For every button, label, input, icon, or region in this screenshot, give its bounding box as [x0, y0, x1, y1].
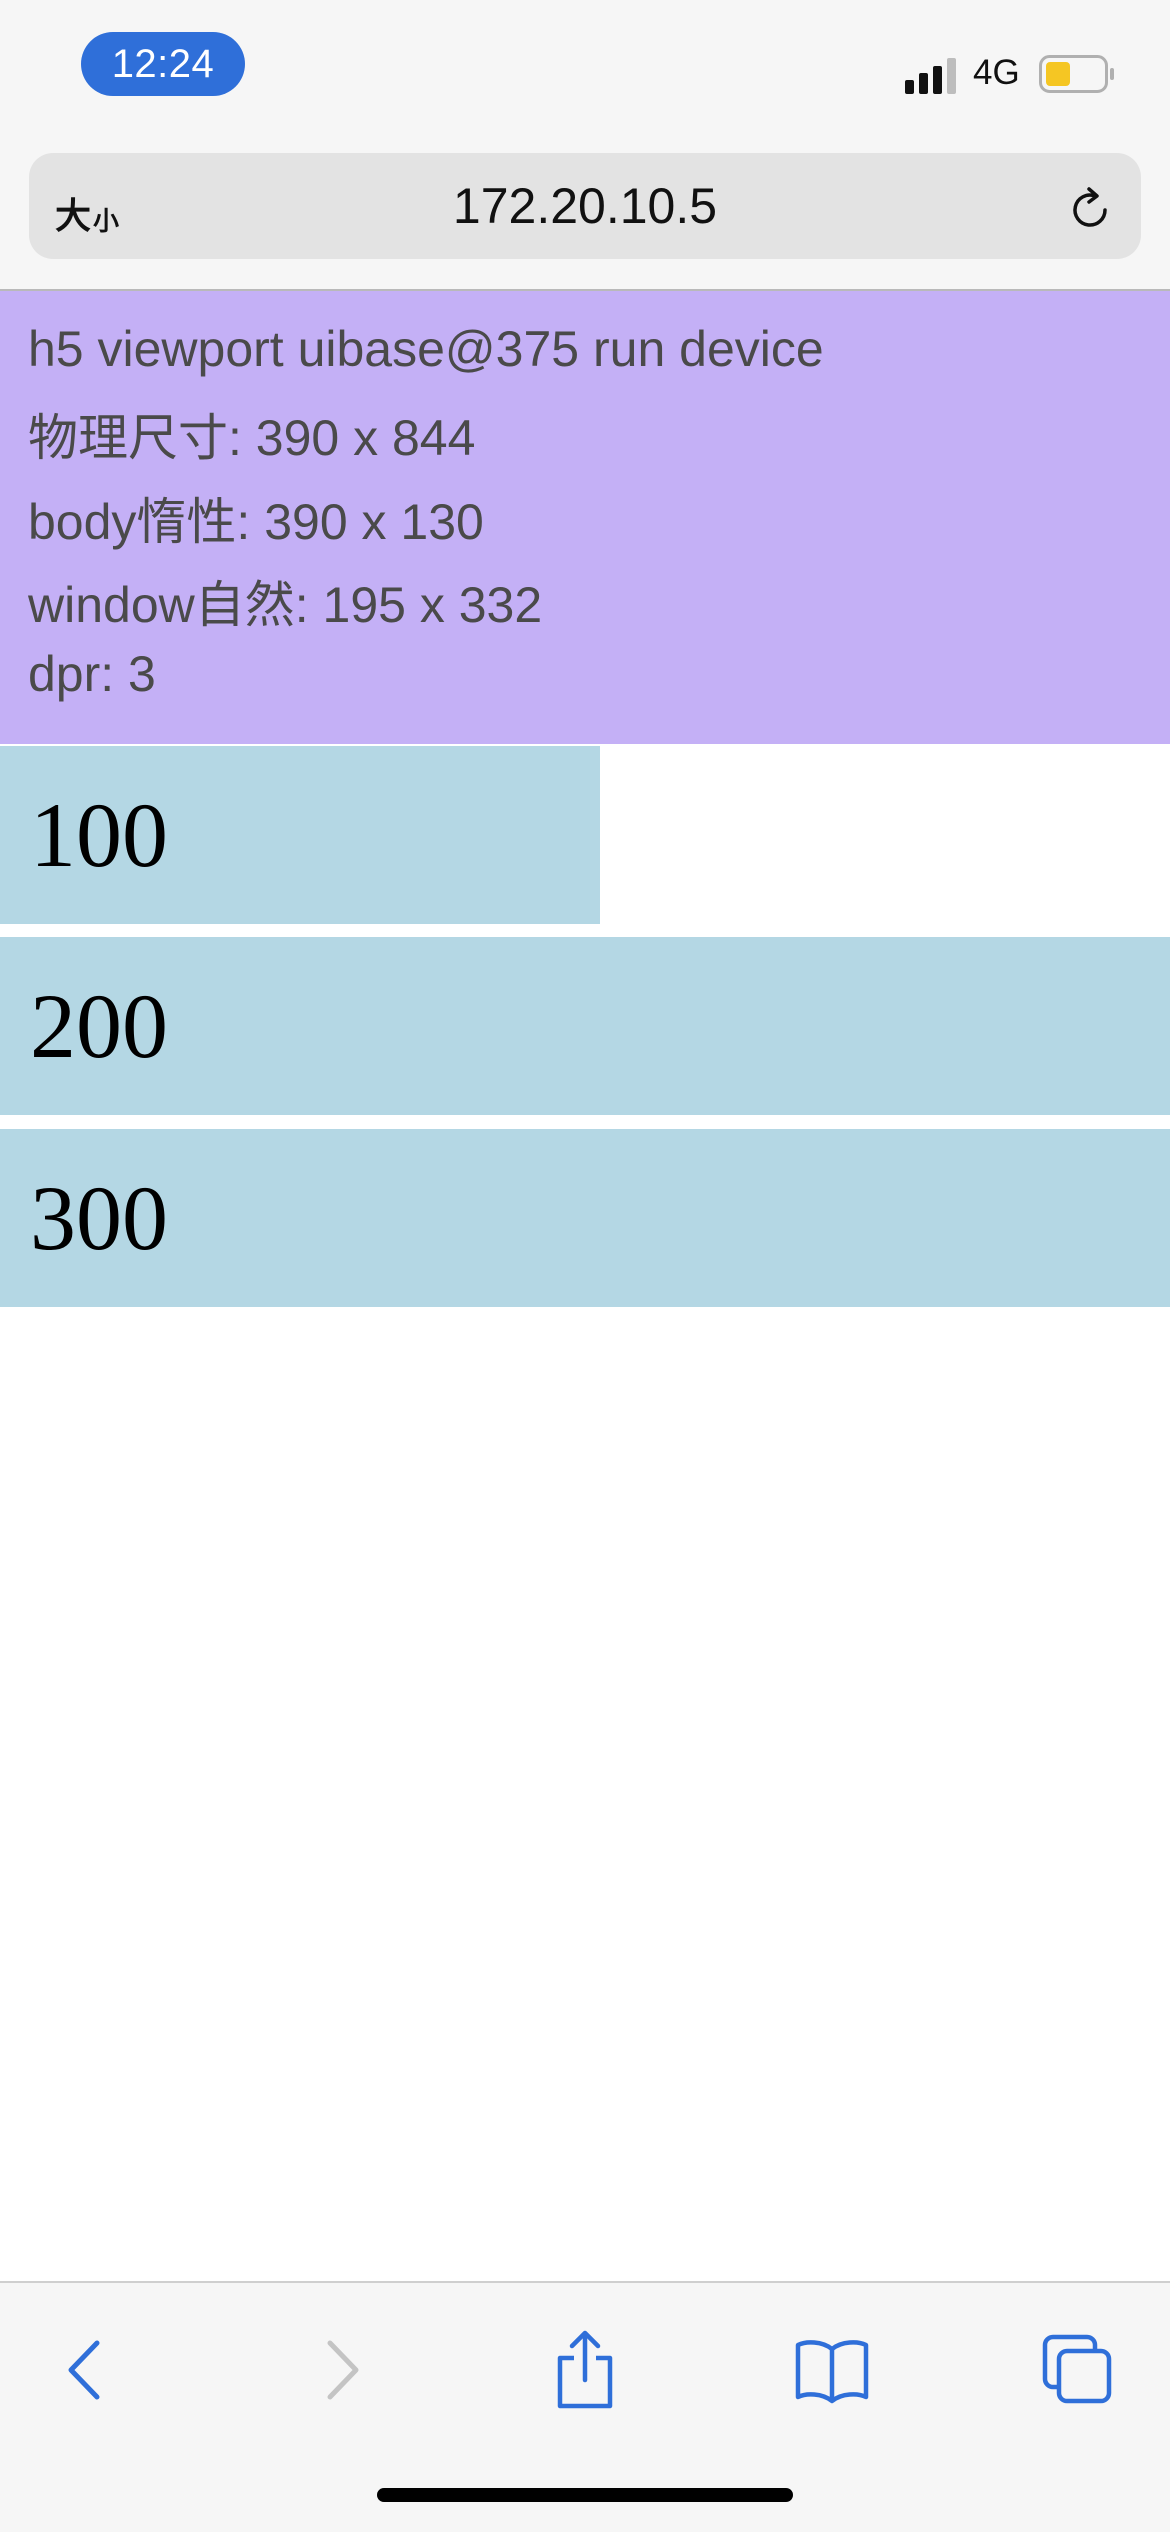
bookmarks-button[interactable]: [787, 2325, 877, 2415]
signal-icon: [905, 58, 956, 94]
share-button[interactable]: [540, 2325, 630, 2415]
info-line-dpr: dpr: 3: [28, 646, 156, 702]
text-size-small-label: 小: [93, 207, 120, 237]
url-text: 172.20.10.5: [452, 178, 718, 234]
back-icon: [68, 2340, 100, 2400]
forward-button[interactable]: [295, 2325, 385, 2415]
info-panel: [0, 291, 1170, 744]
browser-address-bar: 大 小 172.20.10.5: [0, 145, 1170, 291]
status-bar: 12:24 4G: [0, 0, 1170, 145]
bookmarks-icon: [795, 2340, 869, 2404]
width-bar-300: 300: [0, 1129, 1170, 1307]
battery-icon: [1039, 55, 1114, 93]
status-time: 12:24: [81, 32, 245, 96]
reload-icon[interactable]: [1065, 185, 1115, 235]
info-line-body-size: body惰性: 390 x 130: [28, 494, 484, 550]
info-line-window-size: window自然: 195 x 332: [28, 577, 543, 633]
network-type: 4G: [973, 53, 1020, 92]
address-field[interactable]: 大 小 172.20.10.5: [29, 153, 1141, 259]
forward-icon: [327, 2340, 359, 2400]
info-line-physical-size: 物理尺寸: 390 x 844: [28, 410, 476, 466]
back-button[interactable]: [42, 2325, 132, 2415]
width-bar-100: 100: [0, 746, 600, 924]
width-bar-200: 200: [0, 937, 1170, 1115]
text-size-button[interactable]: 大 小: [55, 179, 120, 237]
text-size-big-label: 大: [55, 196, 92, 237]
share-icon: [557, 2330, 613, 2409]
tabs-icon: [1042, 2334, 1112, 2404]
info-line-title: h5 viewport uibase@375 run device: [28, 321, 824, 377]
tabs-button[interactable]: [1033, 2325, 1123, 2415]
home-indicator: [377, 2488, 793, 2502]
